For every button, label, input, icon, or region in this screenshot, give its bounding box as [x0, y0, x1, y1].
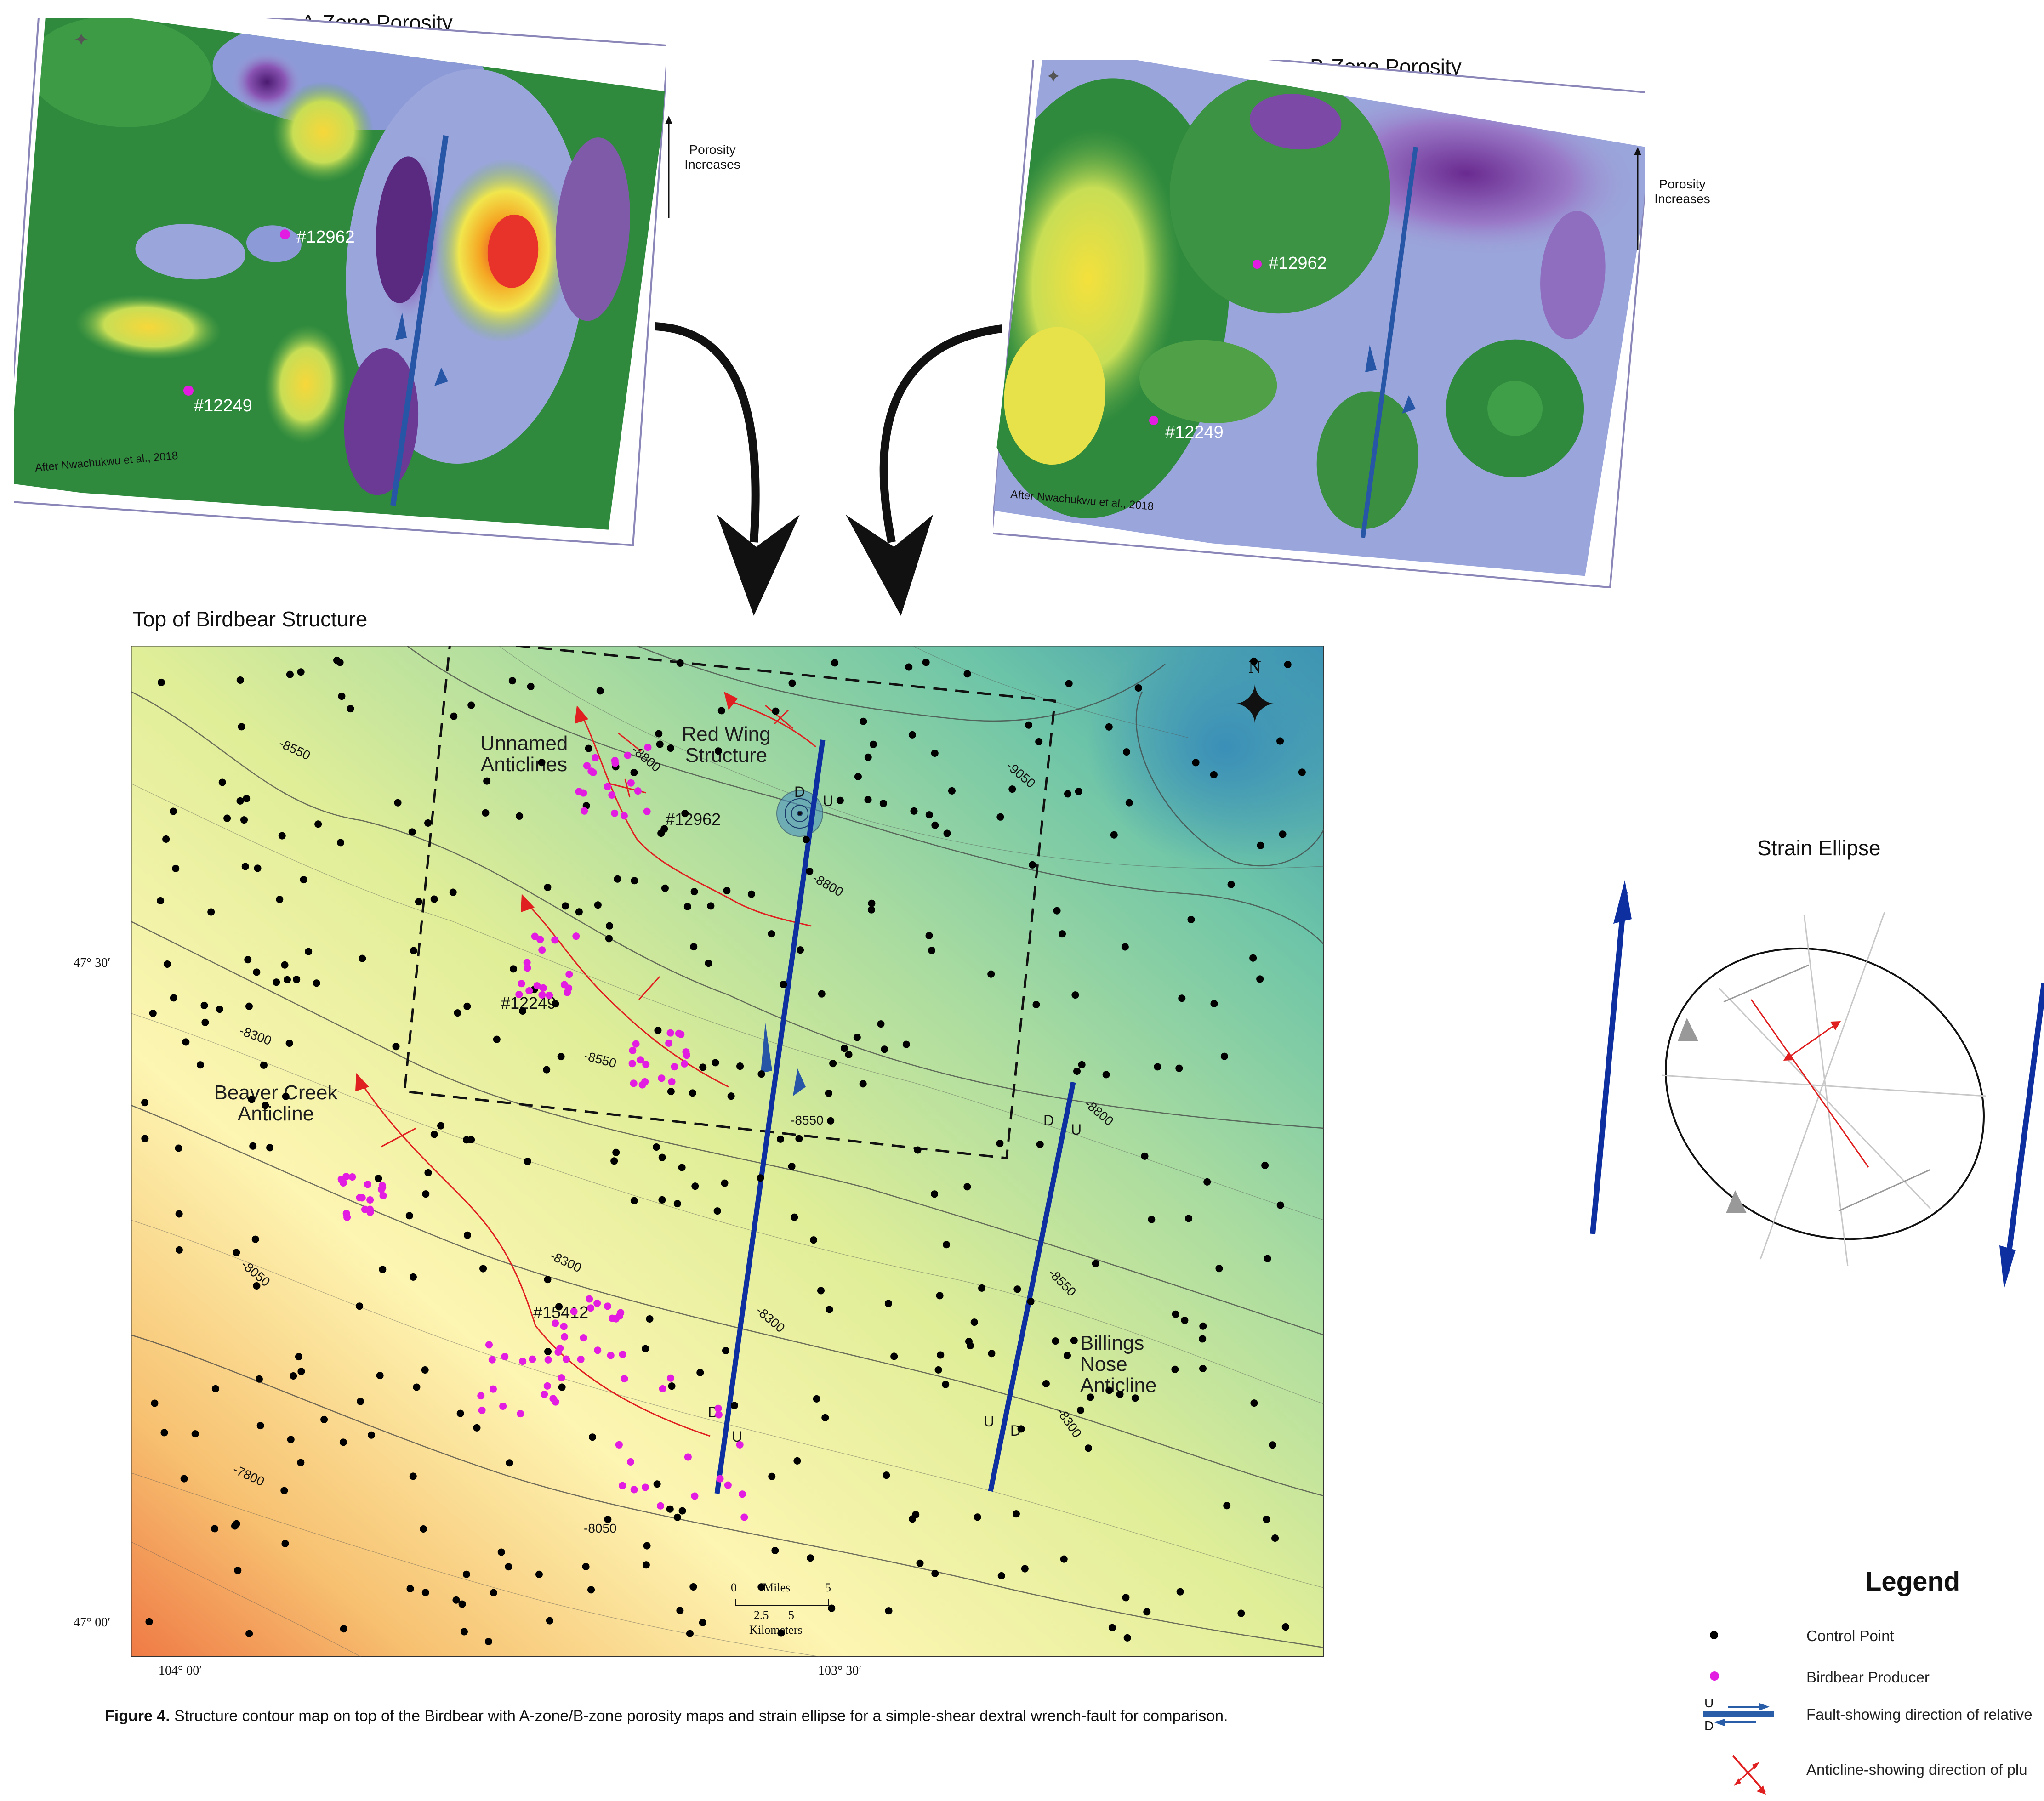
b-zone-well-12962-label: #12962: [1269, 254, 1327, 273]
compass-rose-icon: ✦: [1231, 674, 1278, 736]
map-well-12962-label: #12962: [666, 810, 721, 829]
legend-label: Fault-showing direction of relative: [1806, 1706, 2033, 1723]
b-zone-porosity-note: Porosity Increases: [1654, 177, 1710, 206]
fault-label-u: U: [984, 1413, 995, 1430]
producer-dot-icon: [1710, 1671, 1719, 1681]
label-unnamed-anticlines: Unnamed Anticlines: [480, 732, 568, 776]
contour-label: -8550: [791, 1113, 824, 1127]
b-zone-well-12249-label: #12249: [1165, 423, 1224, 442]
structure-map-title: Top of Birdbear Structure: [132, 607, 368, 631]
control-point-dot-icon: [1710, 1631, 1718, 1639]
curved-arrows: [655, 322, 1003, 616]
fault-label-u: U: [823, 793, 834, 809]
fault-label-d: D: [794, 784, 805, 800]
b-zone-well-12249-dot: [1149, 416, 1158, 425]
a-zone-well-12962-dot: [280, 229, 290, 239]
legend-item-fault: U D Fault-showing direction of relative: [1701, 1696, 2041, 1737]
legend-item-birdbear-producer: Birdbear Producer: [1701, 1666, 2041, 1689]
right-shear-arrow: [2004, 983, 2044, 1273]
strain-ellipse-title: Strain Ellipse: [1757, 836, 1881, 860]
strain-ellipse: [1665, 947, 1985, 1240]
left-shear-arrow: [1590, 891, 1628, 1234]
a-zone-fault-arrow-up: [395, 312, 407, 340]
b-zone-fault-arrow-up: [1365, 345, 1377, 372]
a-zone-well-12249-label: #12249: [194, 396, 252, 415]
strain-ellipse-diagram: [1590, 880, 2044, 1289]
label-billings-nose-anticline: Billings Nose Anticline: [1080, 1332, 1157, 1397]
normal-fault-ticks: [1723, 964, 1931, 1212]
longitude-label: 103° 30′: [818, 1664, 862, 1678]
curved-arrow-right-head: [846, 515, 933, 616]
left-shear-arrowhead: [1613, 880, 1632, 924]
figure-caption-text: Structure contour map on top of the Bird…: [174, 1707, 1228, 1725]
legend-item-anticline: Anticline-showing direction of plu: [1701, 1751, 2041, 1797]
curved-arrow-left-head: [717, 515, 800, 616]
thrust-teeth: [1678, 1018, 1747, 1213]
a-zone-north-icon: ✦: [74, 30, 89, 50]
curved-arrow-left: [655, 322, 760, 543]
longitude-label: 104° 00′: [159, 1664, 202, 1678]
fault-label-u: U: [1071, 1121, 1082, 1138]
fault-label-u: U: [732, 1428, 743, 1445]
a-zone-fault-arrow-down: [434, 368, 448, 386]
compression-axis: [1785, 1022, 1839, 1060]
legend-fault-u: U: [1704, 1696, 1714, 1710]
a-zone-well-12249-dot: [183, 386, 194, 396]
map-well-12249-label: #12249: [501, 994, 557, 1012]
curved-arrow-right: [879, 324, 1003, 543]
anticline-cross-icon: [1732, 1755, 1766, 1795]
scale-km-2: 5: [788, 1608, 794, 1622]
structure-contour-map: [131, 646, 1324, 1657]
right-shear-arrowhead: [1999, 1245, 2016, 1289]
legend-label: Anticline-showing direction of plu: [1806, 1761, 2027, 1778]
a-zone-fault: [390, 135, 449, 506]
b-zone-fault: [1361, 147, 1418, 538]
b-zone-north-icon: ✦: [1046, 67, 1061, 87]
main-fault: [714, 739, 826, 1494]
figure-caption-number: Figure 4.: [105, 1707, 170, 1725]
fault-label-d: D: [708, 1404, 719, 1420]
a-zone-porosity-arrow: [665, 116, 672, 218]
billings-fault: [988, 1081, 1076, 1492]
a-zone-porosity-note: Porosity Increases: [684, 142, 740, 171]
scale-km-1: 2.5: [754, 1608, 769, 1622]
figure-caption: Figure 4. Structure contour map on top o…: [105, 1707, 1484, 1725]
legend-title: Legend: [1865, 1567, 1960, 1596]
map-well-15412-label: #15412: [533, 1303, 589, 1322]
b-zone-fault-arrow-down: [1402, 395, 1416, 414]
fault-arrows-icon: [1703, 1703, 1774, 1726]
scale-miles-label: Miles: [763, 1581, 791, 1594]
extension-axis: [1750, 999, 1869, 1168]
scale-miles-0: 0: [731, 1581, 737, 1594]
b-zone-porosity-map: ✦: [993, 60, 1645, 588]
b-zone-porosity-arrow: [1634, 147, 1641, 250]
label-red-wing-structure: Red Wing Structure: [682, 723, 771, 767]
scale-km-label: Kilometers: [749, 1623, 803, 1636]
contour-label: -8050: [584, 1521, 617, 1535]
latitude-label: 47° 00′: [74, 1615, 111, 1630]
b-zone-well-12962-dot: [1253, 260, 1262, 269]
legend-fault-d: D: [1704, 1719, 1714, 1733]
legend-label: Birdbear Producer: [1806, 1669, 1930, 1686]
north-arrow-icon: N ✦: [1218, 657, 1292, 749]
legend-item-control-point: Control Point: [1701, 1625, 2041, 1648]
fault-label-d: D: [1043, 1112, 1054, 1129]
fault-arrows: [761, 1023, 806, 1096]
a-zone-porosity-map: ✦: [14, 18, 666, 546]
anticline-arrowheads: [355, 692, 738, 1091]
plunge-crosses: [381, 704, 793, 1148]
label-beaver-creek-anticline: Beaver Creek Anticline: [214, 1081, 338, 1125]
scale-bar: 0 Miles 5 2.5 5 Kilometers: [731, 1581, 837, 1645]
a-zone-well-12962-label: #12962: [296, 227, 355, 247]
area-of-interest-box: [403, 646, 1056, 1159]
latitude-label: 47° 30′: [74, 956, 111, 970]
scale-bar-line: [735, 1599, 829, 1606]
legend-label: Control Point: [1806, 1627, 1894, 1644]
scale-miles-5: 5: [825, 1581, 831, 1594]
fault-label-d: D: [1010, 1422, 1021, 1439]
faults: [714, 739, 1076, 1494]
